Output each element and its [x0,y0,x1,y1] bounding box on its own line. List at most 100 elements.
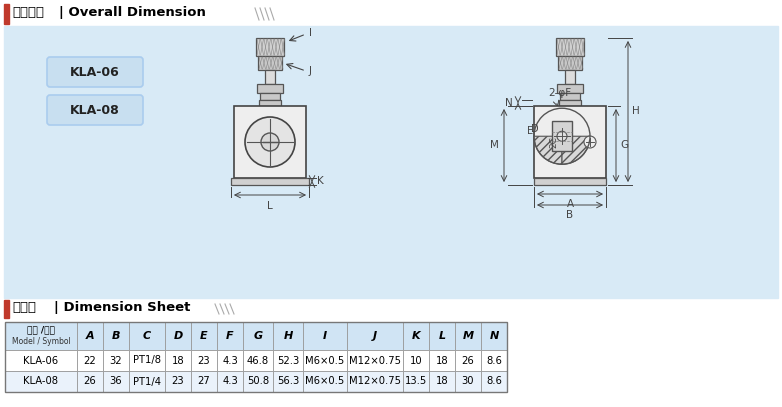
Text: G: G [253,331,263,341]
Text: E: E [527,126,533,136]
Bar [558,56,582,70]
Text: 52.3: 52.3 [277,355,300,365]
Circle shape [584,136,596,148]
Bar [273,371,303,392]
Text: 22: 22 [84,355,96,365]
Bar [560,93,580,100]
Text: 型号 /符号: 型号 /符号 [27,326,55,335]
Bar [77,371,103,392]
Bar [273,350,303,371]
Bar [303,322,347,350]
Text: 36: 36 [109,376,122,387]
Text: 23: 23 [198,355,210,365]
Text: H: H [283,331,292,341]
Text: 23: 23 [172,376,185,387]
Bar [217,322,243,350]
Text: 46.8: 46.8 [247,355,269,365]
Text: K: K [411,331,420,341]
Text: 10: 10 [410,355,422,365]
Text: PT1/4: PT1/4 [133,376,161,387]
Bar [303,350,347,371]
Bar [191,350,217,371]
Bar [403,350,429,371]
Text: G: G [620,140,628,151]
Text: I: I [323,331,327,341]
Text: N: N [490,331,499,341]
Text: B: B [112,331,120,341]
Text: A: A [86,331,95,341]
Bar [77,350,103,371]
Bar [103,371,129,392]
Bar [165,322,191,350]
Text: KLA-06: KLA-06 [23,355,59,365]
Text: F: F [226,331,234,341]
Bar [273,322,303,350]
Text: D: D [532,124,539,133]
Bar [217,350,243,371]
Text: KLA-08: KLA-08 [70,103,120,116]
Text: C: C [143,331,151,341]
Text: PT1/8: PT1/8 [133,355,161,365]
Text: KLA-06: KLA-06 [70,66,120,79]
Bar [259,100,281,106]
Text: 2C: 2C [550,136,558,148]
Bar [243,371,273,392]
Text: M12×0.75: M12×0.75 [349,355,401,365]
Text: N: N [505,98,513,108]
FancyBboxPatch shape [47,95,143,125]
Bar [455,322,481,350]
Text: D: D [174,331,183,341]
Bar [534,178,606,185]
Text: 27: 27 [198,376,210,387]
Bar [4,26,778,298]
Bar [429,371,455,392]
Bar [265,70,275,84]
Text: E: E [200,331,208,341]
Polygon shape [534,136,562,164]
Bar [429,350,455,371]
Text: L: L [267,201,273,211]
Bar [556,38,584,56]
Bar [429,322,455,350]
Bar [191,322,217,350]
Text: J: J [373,331,377,341]
Bar [191,371,217,392]
Text: I: I [309,28,312,38]
Text: 26: 26 [461,355,475,365]
Text: M: M [490,140,499,151]
Text: M6×0.5: M6×0.5 [306,376,345,387]
Bar [256,38,284,56]
Bar [552,121,572,151]
Bar [103,322,129,350]
Bar [260,93,280,100]
Text: 26: 26 [84,376,96,387]
Bar [534,106,606,178]
Text: 18: 18 [436,376,448,387]
Circle shape [557,131,567,141]
Text: 尺寸表: 尺寸表 [12,301,36,314]
Text: M: M [462,331,474,341]
Bar [481,371,507,392]
Text: 18: 18 [172,355,185,365]
Text: 4.3: 4.3 [222,355,238,365]
Bar [5,322,77,350]
Text: M12×0.75: M12×0.75 [349,376,401,387]
Text: M6×0.5: M6×0.5 [306,355,345,365]
Bar [4,300,9,318]
Bar [559,100,581,106]
Text: B: B [566,210,573,220]
Text: 8.6: 8.6 [486,376,502,387]
Bar [234,106,306,178]
Text: J: J [309,66,312,76]
Circle shape [261,133,279,151]
Bar [403,322,429,350]
Bar [231,178,309,185]
Bar [129,322,165,350]
Text: A: A [566,199,573,209]
Text: 4.3: 4.3 [222,376,238,387]
Polygon shape [562,136,590,164]
FancyBboxPatch shape [47,57,143,87]
Text: L: L [439,331,446,341]
Text: KLA-08: KLA-08 [23,376,59,387]
Text: H: H [632,107,640,116]
